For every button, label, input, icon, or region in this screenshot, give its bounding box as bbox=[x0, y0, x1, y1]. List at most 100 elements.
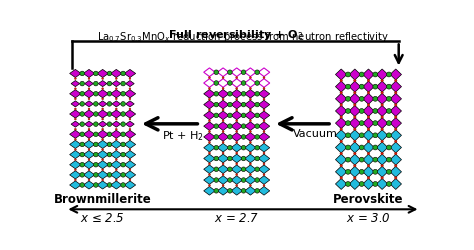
Polygon shape bbox=[83, 181, 95, 189]
Text: La$_{0.7}$Sr$_{0.3}$MnO$_x$ reduction process from neutron reflectivity: La$_{0.7}$Sr$_{0.3}$MnO$_x$ reduction pr… bbox=[97, 30, 389, 44]
Circle shape bbox=[386, 146, 392, 150]
Circle shape bbox=[386, 121, 392, 126]
Circle shape bbox=[263, 99, 265, 101]
Circle shape bbox=[249, 99, 251, 101]
Circle shape bbox=[394, 116, 397, 119]
Circle shape bbox=[214, 71, 219, 75]
Circle shape bbox=[241, 71, 246, 75]
Circle shape bbox=[74, 108, 76, 110]
Polygon shape bbox=[231, 176, 243, 184]
Polygon shape bbox=[204, 133, 215, 142]
Polygon shape bbox=[390, 118, 401, 129]
Polygon shape bbox=[245, 176, 256, 184]
Circle shape bbox=[80, 82, 84, 86]
Polygon shape bbox=[70, 110, 81, 118]
Circle shape bbox=[222, 99, 224, 101]
Circle shape bbox=[241, 189, 246, 193]
Text: Perovskite: Perovskite bbox=[333, 192, 404, 205]
Circle shape bbox=[88, 119, 90, 120]
Circle shape bbox=[241, 146, 246, 150]
Polygon shape bbox=[336, 179, 347, 190]
Polygon shape bbox=[110, 161, 122, 169]
Circle shape bbox=[228, 92, 232, 97]
Polygon shape bbox=[83, 141, 95, 149]
Polygon shape bbox=[231, 69, 243, 77]
Polygon shape bbox=[204, 154, 215, 163]
Polygon shape bbox=[245, 154, 256, 163]
Circle shape bbox=[121, 122, 126, 127]
Circle shape bbox=[214, 135, 219, 140]
Polygon shape bbox=[349, 82, 361, 93]
Polygon shape bbox=[376, 70, 388, 81]
Text: $x$ ≤ 2.5: $x$ ≤ 2.5 bbox=[80, 211, 125, 224]
Circle shape bbox=[381, 153, 383, 155]
Polygon shape bbox=[231, 187, 243, 195]
Circle shape bbox=[209, 142, 210, 144]
Circle shape bbox=[241, 178, 246, 182]
Circle shape bbox=[346, 85, 350, 90]
Polygon shape bbox=[363, 82, 374, 93]
Circle shape bbox=[121, 112, 126, 117]
Circle shape bbox=[386, 170, 392, 174]
Circle shape bbox=[373, 182, 378, 187]
Polygon shape bbox=[97, 131, 109, 139]
Polygon shape bbox=[204, 69, 215, 77]
Polygon shape bbox=[110, 151, 122, 159]
Polygon shape bbox=[363, 106, 374, 117]
Circle shape bbox=[367, 153, 370, 155]
Circle shape bbox=[74, 129, 76, 130]
Polygon shape bbox=[258, 101, 270, 110]
Polygon shape bbox=[70, 141, 81, 149]
Circle shape bbox=[346, 146, 350, 150]
Circle shape bbox=[107, 72, 112, 76]
Circle shape bbox=[129, 159, 131, 161]
Polygon shape bbox=[336, 167, 347, 177]
Polygon shape bbox=[390, 82, 401, 93]
Polygon shape bbox=[390, 142, 401, 153]
Circle shape bbox=[346, 109, 350, 114]
Polygon shape bbox=[112, 122, 120, 128]
Circle shape bbox=[346, 158, 350, 162]
Circle shape bbox=[236, 185, 237, 187]
Polygon shape bbox=[363, 154, 374, 166]
Circle shape bbox=[80, 122, 84, 127]
Polygon shape bbox=[98, 122, 107, 128]
Polygon shape bbox=[245, 133, 256, 142]
Circle shape bbox=[102, 88, 103, 90]
Polygon shape bbox=[218, 165, 229, 174]
Circle shape bbox=[263, 174, 265, 176]
Polygon shape bbox=[71, 122, 80, 128]
Circle shape bbox=[80, 72, 84, 76]
Circle shape bbox=[263, 163, 265, 165]
Circle shape bbox=[102, 179, 103, 181]
Circle shape bbox=[93, 142, 98, 147]
Circle shape bbox=[354, 165, 356, 167]
Circle shape bbox=[107, 92, 112, 97]
Circle shape bbox=[121, 132, 126, 137]
Circle shape bbox=[241, 167, 246, 172]
Polygon shape bbox=[376, 130, 388, 141]
Circle shape bbox=[241, 135, 246, 140]
Polygon shape bbox=[390, 70, 401, 81]
Polygon shape bbox=[97, 161, 109, 169]
Polygon shape bbox=[363, 130, 374, 141]
Circle shape bbox=[255, 114, 259, 118]
Circle shape bbox=[115, 108, 117, 110]
Circle shape bbox=[228, 156, 232, 161]
Polygon shape bbox=[110, 110, 122, 118]
Polygon shape bbox=[231, 133, 243, 142]
Polygon shape bbox=[349, 106, 361, 117]
Polygon shape bbox=[124, 151, 136, 159]
Circle shape bbox=[386, 133, 392, 138]
Polygon shape bbox=[363, 94, 374, 105]
Circle shape bbox=[381, 80, 383, 82]
Polygon shape bbox=[390, 167, 401, 177]
Polygon shape bbox=[245, 69, 256, 77]
Circle shape bbox=[228, 135, 232, 140]
Circle shape bbox=[74, 139, 76, 141]
Polygon shape bbox=[98, 81, 107, 87]
Circle shape bbox=[115, 88, 117, 90]
Circle shape bbox=[74, 78, 76, 80]
Polygon shape bbox=[110, 181, 122, 189]
Polygon shape bbox=[218, 187, 229, 195]
